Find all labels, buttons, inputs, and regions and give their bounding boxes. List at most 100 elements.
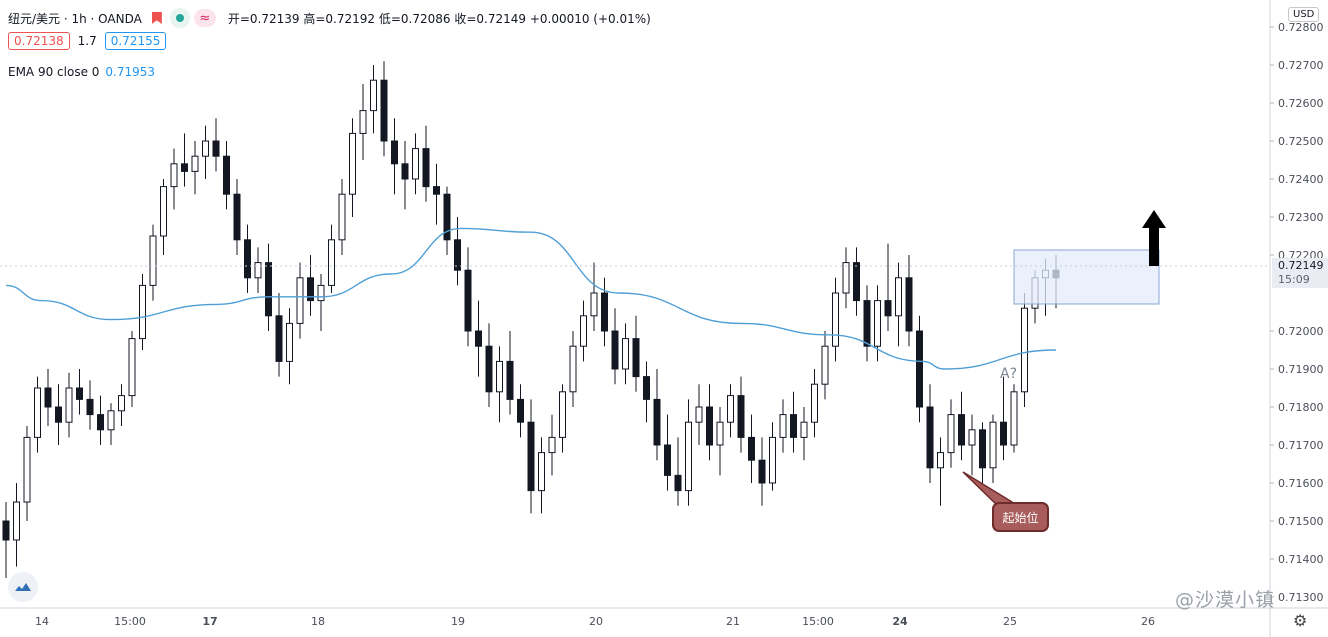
candle-down[interactable] [275, 315, 283, 362]
candle-down[interactable] [643, 376, 650, 400]
candle-up[interactable] [569, 345, 577, 393]
time-axis[interactable]: 14 15:00 17 18 19 20 21 15:00 24 25 26 [35, 615, 1155, 628]
candle-up[interactable] [338, 193, 346, 241]
candle-down[interactable] [485, 345, 493, 393]
candle-up[interactable] [769, 436, 776, 484]
candle-up[interactable] [800, 421, 808, 438]
candle-down[interactable] [863, 300, 871, 347]
candle-up[interactable] [548, 436, 556, 454]
candle-up[interactable] [895, 277, 902, 317]
candle-down[interactable] [790, 414, 797, 438]
candle-down[interactable] [884, 300, 892, 317]
candle-down[interactable] [265, 262, 272, 317]
indicator-legend[interactable]: EMA 90 close 0 0.71953 [8, 65, 155, 79]
candle-down[interactable] [443, 193, 451, 241]
buy-button[interactable]: 0.72155 [104, 32, 167, 50]
candle-down[interactable] [233, 193, 241, 241]
candle-up[interactable] [1021, 307, 1028, 393]
candle-down[interactable] [391, 140, 398, 165]
candle-up[interactable] [538, 452, 545, 492]
candle-down[interactable] [1000, 421, 1007, 446]
candle-down[interactable] [758, 459, 766, 484]
candle-up[interactable] [580, 315, 587, 347]
sell-button[interactable]: 0.72138 [8, 32, 70, 50]
callout-label[interactable]: 起始位 [992, 502, 1049, 532]
candle-up[interactable] [695, 406, 703, 423]
candle-up[interactable] [811, 383, 818, 423]
candle-up[interactable] [34, 387, 41, 438]
candle-down[interactable] [401, 163, 409, 180]
candle-up[interactable] [370, 79, 377, 112]
candle-up[interactable] [286, 322, 293, 362]
candle-up[interactable] [349, 132, 356, 195]
candle-down[interactable] [506, 360, 514, 400]
candle-up[interactable] [128, 338, 136, 397]
candle-down[interactable] [958, 414, 965, 446]
candle-up[interactable] [989, 421, 997, 469]
candle-down[interactable] [422, 148, 430, 188]
market-status-pill[interactable] [169, 8, 190, 28]
candle-up[interactable] [821, 345, 829, 385]
candle-up[interactable] [149, 235, 157, 286]
candle-down[interactable] [212, 140, 220, 157]
candle-down[interactable] [86, 398, 94, 416]
candle-up[interactable] [968, 429, 976, 446]
candle-up[interactable] [412, 148, 419, 180]
candle-down[interactable] [433, 186, 440, 195]
candle-up[interactable] [107, 410, 115, 431]
candle-up[interactable] [170, 163, 178, 188]
candle-up[interactable] [160, 186, 167, 237]
candle-down[interactable] [979, 429, 986, 469]
gear-icon[interactable]: ⚙ [1293, 611, 1308, 630]
candle-up[interactable] [947, 414, 955, 454]
candle-down[interactable] [244, 239, 251, 279]
price-zone-box[interactable] [1013, 249, 1160, 305]
candle-down[interactable] [737, 395, 745, 438]
candle-down[interactable] [632, 338, 640, 378]
candle-up[interactable] [937, 452, 944, 469]
candle-up[interactable] [296, 277, 304, 324]
symbol-title[interactable]: 纽元/美元 · 1h · OANDA [8, 11, 142, 26]
candle-up[interactable] [590, 292, 598, 317]
candle-up[interactable] [496, 360, 503, 393]
candle-up[interactable] [727, 395, 734, 423]
compare-icon[interactable]: ≈ [193, 9, 216, 27]
candle-down[interactable] [2, 520, 10, 541]
candle-down[interactable] [853, 262, 860, 302]
candle-down[interactable] [517, 398, 524, 423]
candle-up[interactable] [254, 262, 262, 279]
candle-down[interactable] [674, 474, 682, 492]
candle-down[interactable] [905, 277, 913, 332]
tradingview-logo[interactable] [8, 572, 38, 602]
candle-up[interactable] [685, 421, 692, 492]
candle-down[interactable] [464, 269, 472, 332]
candle-down[interactable] [97, 414, 104, 431]
candle-up[interactable] [13, 501, 20, 541]
candle-down[interactable] [916, 330, 923, 408]
candle-down[interactable] [181, 163, 188, 172]
candle-down[interactable] [55, 406, 62, 423]
candle-down[interactable] [44, 387, 52, 408]
candle-down[interactable] [475, 330, 482, 347]
candle-down[interactable] [653, 398, 661, 446]
candle-down[interactable] [926, 406, 934, 469]
candle-up[interactable] [716, 421, 724, 446]
candle-down[interactable] [223, 155, 230, 195]
candle-down[interactable] [748, 436, 755, 461]
candle-up[interactable] [317, 284, 325, 302]
candle-down[interactable] [76, 387, 83, 400]
candle-up[interactable] [1010, 391, 1018, 446]
candle-up[interactable] [779, 414, 787, 438]
candle-down[interactable] [380, 79, 388, 142]
candle-up[interactable] [191, 155, 199, 172]
candle-up[interactable] [65, 387, 73, 423]
candle-up[interactable] [359, 110, 367, 134]
candle-up[interactable] [328, 239, 335, 286]
candle-down[interactable] [527, 421, 535, 492]
candle-up[interactable] [842, 262, 850, 294]
candle-up[interactable] [23, 436, 31, 503]
flag-icon[interactable] [151, 12, 162, 24]
candle-down[interactable] [706, 406, 713, 446]
candle-up[interactable] [118, 395, 125, 412]
